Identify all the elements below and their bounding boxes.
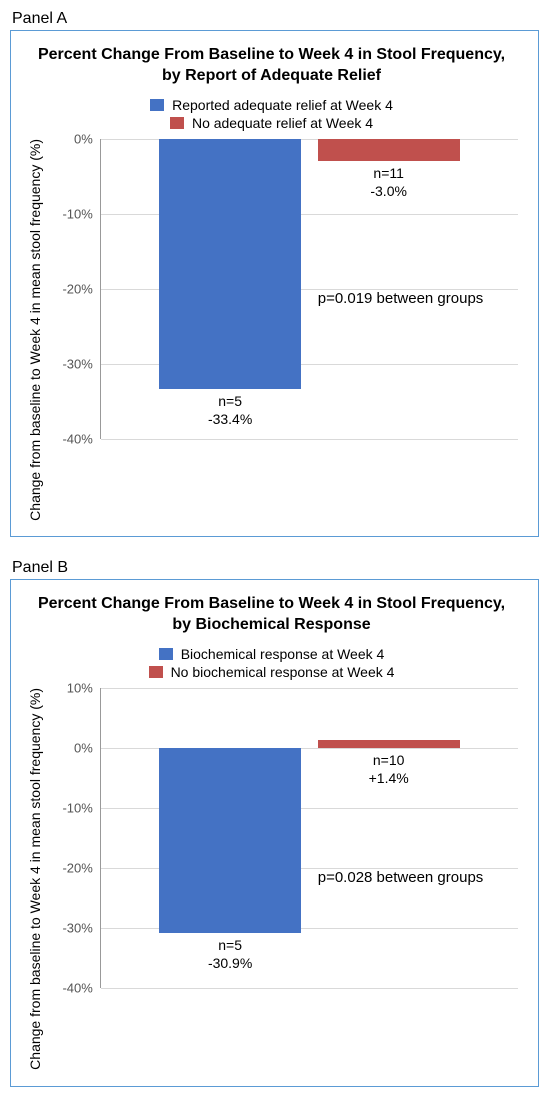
y-tick-label: 0% (51, 131, 93, 146)
chart-title: Percent Change From Baseline to Week 4 i… (35, 594, 508, 636)
gridline (101, 688, 518, 689)
legend-swatch (149, 666, 163, 678)
legend-label: No biochemical response at Week 4 (171, 664, 395, 680)
plot-area: 0%-10%-20%-30%-40%n=5 -33.4%n=11 -3.0%p=… (100, 139, 518, 439)
y-axis-label: Change from baseline to Week 4 in mean s… (25, 139, 46, 521)
y-tick-label: -40% (51, 431, 93, 446)
y-tick-label: -20% (51, 861, 93, 876)
chart-title: Percent Change From Baseline to Week 4 i… (35, 45, 508, 87)
bar-value-label: n=5 -33.4% (159, 393, 301, 428)
panel-label: Panel B (12, 559, 539, 577)
p-value-text: p=0.019 between groups (318, 289, 484, 309)
legend-item: Biochemical response at Week 4 (159, 646, 385, 662)
bar (159, 748, 301, 933)
p-value-text: p=0.028 between groups (318, 868, 484, 888)
y-tick-label: -30% (51, 356, 93, 371)
legend: Biochemical response at Week 4 No biochem… (25, 646, 518, 680)
bar (159, 139, 301, 390)
legend-swatch (159, 648, 173, 660)
bar-value-label: n=10 +1.4% (318, 752, 460, 787)
legend-label: No adequate relief at Week 4 (192, 115, 373, 131)
y-tick-label: -20% (51, 281, 93, 296)
y-tick-label: 10% (51, 681, 93, 696)
y-tick-label: -10% (51, 206, 93, 221)
bar-value-label: n=11 -3.0% (318, 165, 460, 200)
y-tick-label: 0% (51, 741, 93, 756)
chart-panel: Percent Change From Baseline to Week 4 i… (10, 30, 539, 537)
bar-value-label: n=5 -30.9% (159, 937, 301, 972)
legend-item: No biochemical response at Week 4 (149, 664, 395, 680)
y-tick-label: -40% (51, 981, 93, 996)
legend-swatch (170, 117, 184, 129)
bar (318, 139, 460, 162)
chart-panel: Percent Change From Baseline to Week 4 i… (10, 579, 539, 1086)
y-tick-label: -30% (51, 921, 93, 936)
legend-label: Biochemical response at Week 4 (181, 646, 385, 662)
y-axis-label: Change from baseline to Week 4 in mean s… (25, 688, 46, 1070)
legend-swatch (150, 99, 164, 111)
gridline (101, 988, 518, 989)
legend-item: Reported adequate relief at Week 4 (150, 97, 393, 113)
legend-item: No adequate relief at Week 4 (170, 115, 373, 131)
plot-area: 10%0%-10%-20%-30%-40%n=5 -30.9%n=10 +1.4… (100, 688, 518, 988)
legend: Reported adequate relief at Week 4 No ade… (25, 97, 518, 131)
panel-label: Panel A (12, 10, 539, 28)
gridline (101, 439, 518, 440)
bar (318, 740, 460, 748)
legend-label: Reported adequate relief at Week 4 (172, 97, 393, 113)
y-tick-label: -10% (51, 801, 93, 816)
